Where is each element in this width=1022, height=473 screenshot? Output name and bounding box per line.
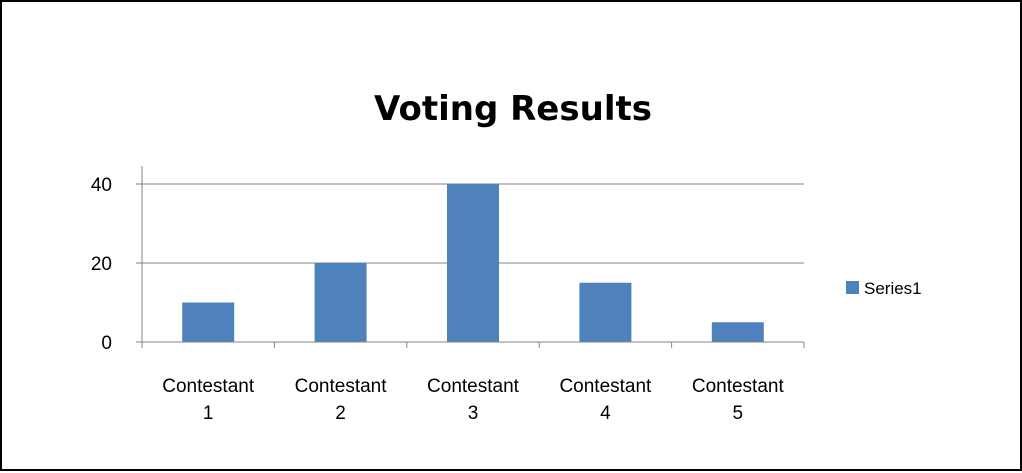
x-tick-label-line: 1 [203,403,214,424]
x-tick-label-line: 4 [600,403,611,424]
x-tick-label-line: 2 [335,403,346,424]
bar-4 [579,283,631,342]
legend-swatch [846,281,859,294]
y-tick-labels: 0 20 40 [91,175,112,354]
x-tick-label-line: Contestant [295,376,388,397]
y-tick-label: 20 [91,254,112,275]
x-tick-label-line: Contestant [559,376,652,397]
x-tick-label-line: Contestant [162,376,255,397]
y-tick-label: 40 [91,175,112,196]
x-tick-label: Contestant 1 [162,376,255,424]
x-tick-label: Contestant 4 [559,376,652,424]
bar-1 [182,303,234,343]
legend: Series1 [846,279,922,298]
y-tick-label: 0 [101,333,112,354]
x-tick-label-line: 3 [468,403,479,424]
x-tick-label: Contestant 3 [427,376,520,424]
chart-title: Voting Results [374,89,652,129]
bar-2 [315,263,367,342]
bar-3 [447,184,499,342]
legend-label: Series1 [864,279,922,298]
x-tick-label-line: Contestant [427,376,520,397]
x-tick-label-line: 5 [733,403,744,424]
x-tick-label-line: Contestant [692,376,785,397]
x-tick-label: Contestant 2 [295,376,388,424]
bar-5 [712,322,764,342]
x-tick-label: Contestant 5 [692,376,785,424]
